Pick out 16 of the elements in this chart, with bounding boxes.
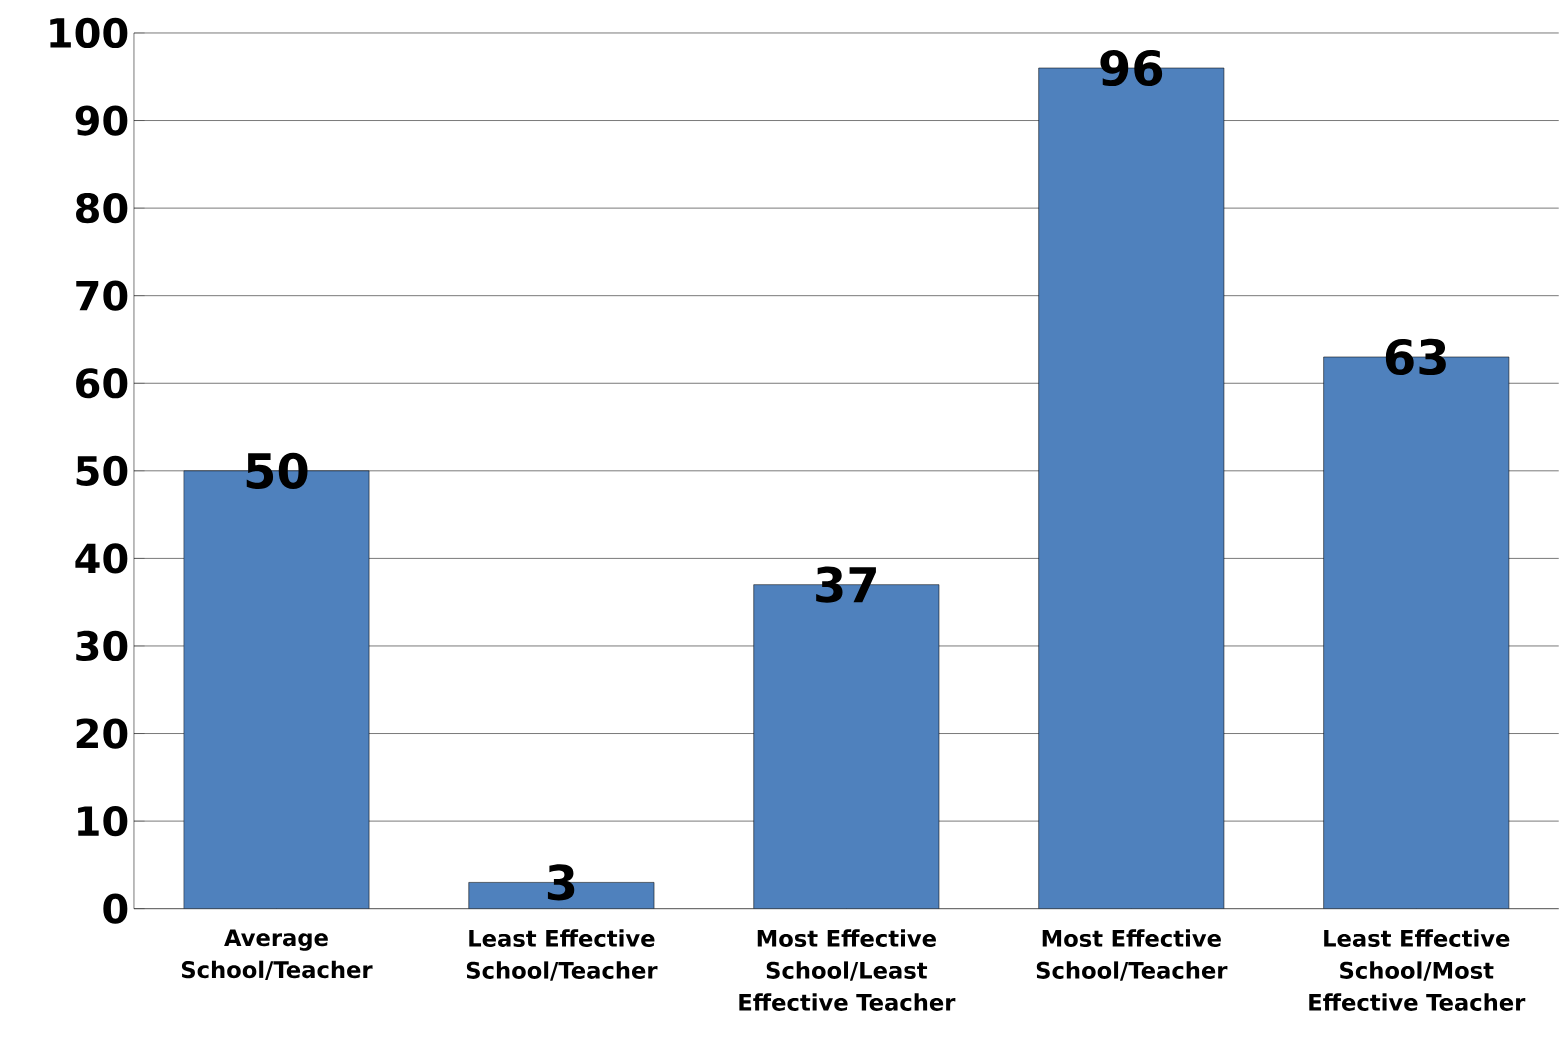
y-tick-label: 10 (78, 806, 128, 837)
y-tick-label: 60 (76, 368, 128, 399)
y-tick-label: 20 (76, 718, 128, 749)
x-tick-label: Most Effective School/Least Effective Teacher (739, 929, 956, 1012)
y-tick-label: 40 (75, 543, 128, 574)
y-tick-label: 80 (76, 193, 128, 224)
y-tick-label: 70 (76, 280, 128, 311)
y-tick-label: 0 (103, 893, 128, 924)
y-tick-label: 90 (75, 105, 128, 136)
y-tick-label: 100 (50, 18, 128, 49)
x-tick-label: Least Effective School/Teacher (466, 929, 658, 981)
x-tick-label: Average School/Teacher (181, 929, 373, 981)
y-tick-label: 50 (76, 455, 128, 487)
x-tick-label: Least Effective School/Most Effective Teacher (1309, 929, 1526, 1012)
y-tick-label: 30 (76, 631, 128, 662)
x-tick-label: Most Effective School/Teacher (1036, 929, 1228, 981)
